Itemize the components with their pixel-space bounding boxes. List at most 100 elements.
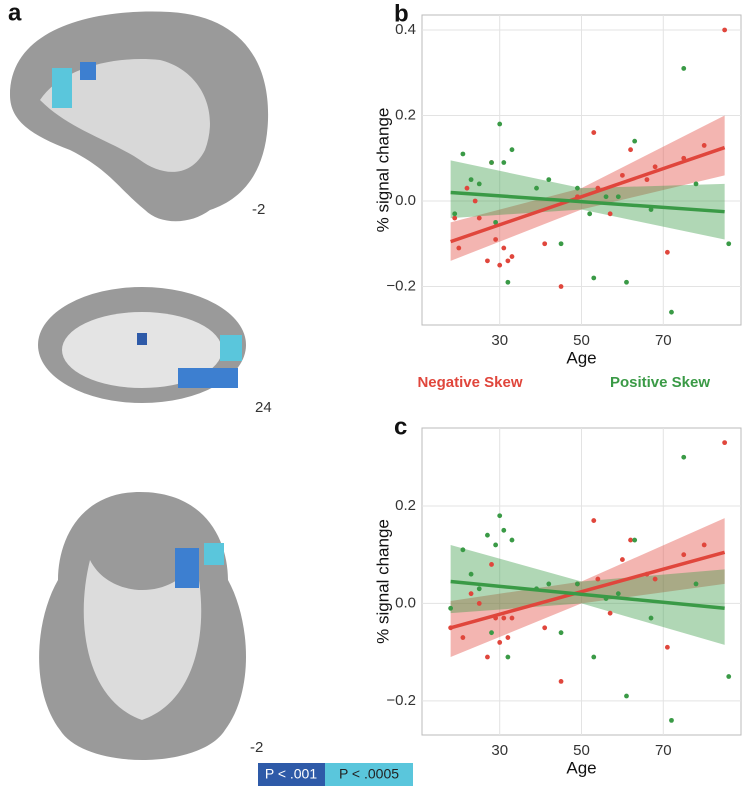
data-point (460, 635, 466, 640)
data-point (591, 518, 597, 523)
data-point (493, 219, 499, 225)
activation (204, 543, 224, 565)
data-point (628, 147, 633, 153)
brain-white-matter (83, 560, 202, 720)
data-point (505, 279, 511, 285)
y-axis-title: % signal change (373, 519, 392, 644)
activation (137, 333, 147, 345)
data-point (468, 591, 474, 597)
data-point (726, 674, 732, 679)
data-point (615, 194, 621, 200)
data-point (558, 241, 564, 247)
data-point (669, 309, 674, 315)
data-point (505, 654, 511, 660)
data-point (505, 258, 511, 264)
confidence-band (450, 518, 725, 658)
data-point (489, 630, 494, 636)
activation (80, 62, 96, 80)
panel-label: a (8, 0, 22, 26)
data-point (546, 177, 552, 183)
data-point (693, 581, 699, 587)
data-point (476, 586, 482, 592)
data-point (575, 581, 580, 587)
data-point (497, 640, 503, 645)
data-point (681, 552, 687, 558)
x-axis-title: Age (566, 348, 596, 367)
data-point (485, 532, 490, 538)
activation (220, 335, 242, 361)
fit-line (450, 550, 726, 630)
confidence-band (450, 115, 725, 261)
data-point (664, 249, 670, 255)
data-point (501, 245, 507, 251)
data-point (587, 211, 593, 217)
data-point (595, 576, 601, 582)
data-point (546, 581, 552, 587)
data-point (644, 177, 650, 183)
data-point (701, 143, 707, 148)
data-point (681, 454, 687, 460)
data-point (652, 576, 658, 582)
x-tick-label: 30 (491, 332, 508, 349)
data-point (701, 542, 707, 548)
data-point (632, 537, 638, 543)
data-point (501, 527, 507, 533)
data-point (669, 717, 674, 723)
data-point (652, 164, 658, 170)
data-point (489, 562, 494, 567)
data-point (505, 635, 511, 640)
panel-label: c (394, 413, 407, 440)
data-point (558, 630, 564, 636)
data-point (664, 644, 670, 650)
data-point (509, 147, 515, 153)
data-point (619, 557, 625, 562)
data-point (464, 185, 470, 191)
data-point (624, 279, 629, 285)
data-point (497, 121, 503, 127)
data-point (501, 160, 507, 165)
data-point (497, 513, 503, 519)
data-point (607, 610, 613, 616)
panel-label: b (394, 0, 409, 27)
legend-label: Negative Skew (417, 374, 522, 391)
data-point (693, 181, 699, 187)
data-point (452, 211, 458, 217)
data-point (591, 654, 597, 660)
data-point (468, 177, 474, 183)
x-tick-label: 70 (655, 332, 672, 349)
x-tick-label: 50 (573, 742, 590, 759)
data-point (493, 542, 499, 548)
data-point (603, 194, 609, 200)
data-point (619, 172, 625, 178)
data-point (476, 215, 482, 221)
activation (175, 548, 199, 588)
data-point (509, 254, 515, 259)
data-point (468, 571, 474, 577)
activation (178, 368, 238, 388)
data-point (591, 130, 597, 135)
data-point (452, 215, 458, 221)
data-point (648, 615, 654, 621)
y-tick-label: 0.2 (395, 106, 416, 123)
data-point (681, 66, 687, 71)
y-tick-label: 0.0 (395, 594, 416, 611)
data-point (628, 537, 633, 543)
legend-label: P < .0005 (339, 766, 399, 782)
slice-label: -2 (250, 739, 263, 756)
legend-label: P < .001 (265, 766, 318, 782)
data-point (485, 258, 490, 264)
x-axis-title: Age (566, 758, 596, 777)
y-tick-label: −0.2 (386, 277, 416, 294)
slice-label: -2 (252, 201, 265, 218)
data-point (460, 547, 466, 553)
x-tick-label: 30 (491, 742, 508, 759)
data-point (632, 138, 638, 144)
data-point (726, 241, 732, 247)
confidence-band (450, 160, 725, 240)
data-point (476, 181, 482, 187)
data-point (615, 591, 621, 597)
legend-label: Positive Skew (610, 374, 710, 391)
data-point (558, 678, 564, 684)
fit-line (450, 579, 725, 611)
fit-line (450, 190, 725, 214)
